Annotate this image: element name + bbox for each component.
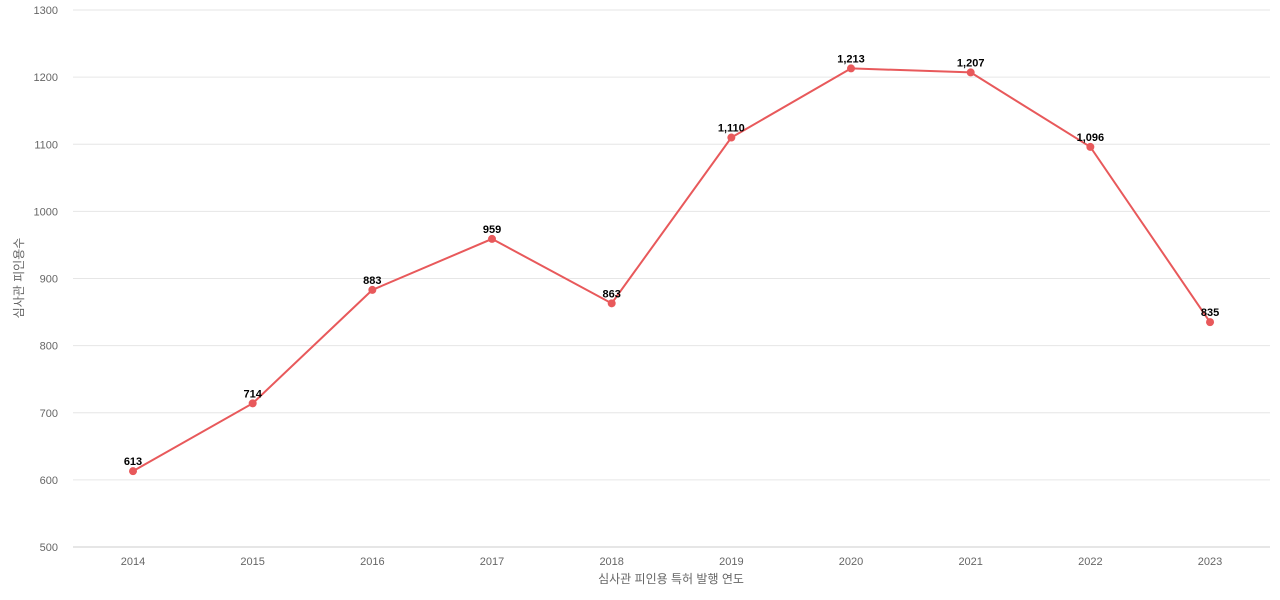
y-tick-label: 1300	[34, 5, 58, 17]
x-tick-label: 2022	[1078, 556, 1102, 568]
data-point[interactable]	[248, 399, 257, 408]
x-tick-label: 2023	[1198, 556, 1222, 568]
x-tick-label: 2021	[958, 556, 982, 568]
x-tick-label: 2018	[599, 556, 623, 568]
x-axis-ticks: 2014 2015 2016 2017 2018 2019 2020 2021 2022 2023	[121, 556, 1223, 568]
x-tick-label: 2016	[360, 556, 384, 568]
data-point[interactable]	[966, 68, 975, 77]
data-label: 1,213	[837, 53, 865, 65]
y-axis-title: 심사관 피인용수	[12, 238, 26, 319]
x-tick-label: 2015	[240, 556, 264, 568]
data-label: 863	[603, 288, 621, 300]
data-point[interactable]	[129, 467, 137, 476]
y-tick-label: 1000	[34, 206, 58, 218]
x-tick-label: 2020	[839, 556, 863, 568]
series-group	[129, 64, 1215, 476]
data-point[interactable]	[727, 133, 736, 142]
y-tick-label: 500	[40, 542, 58, 554]
data-point[interactable]	[368, 285, 377, 294]
data-label: 1,110	[718, 123, 745, 135]
data-label: 1,096	[1077, 132, 1105, 144]
data-label: 883	[363, 275, 381, 287]
x-axis-title: 심사관 피인용 특허 발행 연도	[598, 571, 744, 586]
data-point[interactable]	[1206, 318, 1215, 327]
data-point[interactable]	[488, 234, 497, 243]
data-label: 1,207	[957, 57, 985, 69]
data-point[interactable]	[607, 299, 616, 308]
y-tick-label: 600	[40, 475, 58, 487]
y-tick-label: 900	[40, 274, 58, 286]
data-labels: 613 714 883 959 863 1,110 1,213 1,207 1,096 835	[124, 53, 1219, 468]
data-label: 613	[124, 456, 142, 468]
y-tick-label: 1200	[34, 72, 58, 84]
y-tick-label: 800	[40, 341, 58, 353]
y-tick-label: 1100	[34, 139, 58, 151]
data-label: 959	[483, 224, 501, 236]
y-axis-ticks: 500 600 700 800 900 1000 1100 1200 1300	[34, 5, 58, 554]
x-tick-label: 2019	[719, 556, 743, 568]
x-tick-label: 2014	[121, 556, 145, 568]
y-tick-label: 700	[40, 408, 58, 420]
x-tick-label: 2017	[480, 556, 504, 568]
data-point[interactable]	[847, 64, 856, 73]
data-point[interactable]	[1086, 142, 1095, 151]
data-label: 714	[243, 388, 262, 400]
series-line	[132, 67, 1211, 473]
data-label: 835	[1201, 307, 1219, 319]
gridlines	[73, 9, 1270, 548]
